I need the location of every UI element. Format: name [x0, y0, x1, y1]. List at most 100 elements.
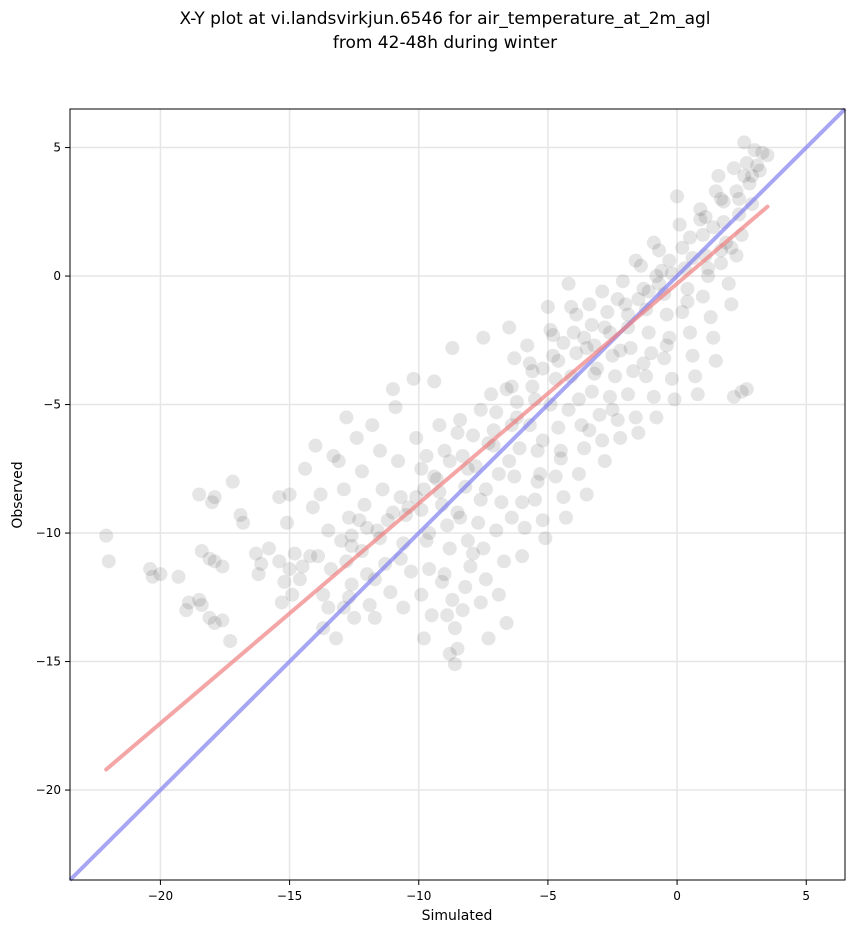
data-point [427, 469, 442, 484]
data-point [721, 276, 736, 291]
data-point [360, 567, 375, 582]
data-point [326, 448, 341, 463]
y-tick-label: −10 [36, 526, 61, 540]
data-point [179, 603, 194, 618]
data-point [525, 379, 540, 394]
data-point [675, 240, 690, 255]
data-point [698, 209, 713, 224]
data-point [455, 603, 470, 618]
data-point [520, 338, 535, 353]
data-point [742, 176, 757, 191]
data-point [613, 343, 628, 358]
chart-title: X-Y plot at vi.landsvirkjun.6546 for air… [179, 9, 710, 29]
data-point [533, 466, 548, 481]
data-point [646, 235, 661, 250]
data-point [478, 572, 493, 587]
data-point [181, 595, 196, 610]
data-point [442, 646, 457, 661]
data-point [535, 433, 550, 448]
data-point [499, 382, 514, 397]
data-point [360, 520, 375, 535]
data-point [559, 510, 573, 525]
data-points [99, 135, 775, 672]
data-point [375, 482, 390, 497]
data-point [445, 592, 460, 607]
data-point [499, 616, 514, 630]
data-point [605, 348, 620, 363]
data-point [406, 371, 421, 386]
data-point [349, 430, 364, 445]
data-point [192, 592, 207, 607]
data-point [486, 423, 501, 438]
data-point [613, 430, 628, 445]
data-point [688, 369, 703, 384]
data-point [621, 387, 635, 402]
data-point [618, 297, 633, 312]
data-point [236, 515, 251, 530]
data-point [450, 641, 465, 656]
data-point [468, 459, 483, 474]
data-point [373, 443, 387, 458]
data-point [548, 469, 563, 484]
data-point [610, 412, 625, 427]
data-point [556, 490, 571, 505]
data-point [473, 402, 488, 417]
data-point [233, 508, 248, 523]
data-point [471, 515, 486, 530]
data-point [595, 284, 610, 299]
data-point [225, 474, 240, 489]
data-point [491, 587, 506, 602]
data-point [553, 451, 568, 466]
data-point [473, 595, 488, 610]
data-point [571, 466, 586, 481]
data-point [153, 567, 168, 582]
data-point [670, 189, 685, 204]
data-point [404, 564, 418, 579]
data-point [489, 523, 504, 538]
data-point [504, 379, 519, 394]
data-point [339, 554, 354, 569]
data-point [701, 261, 716, 276]
x-tick-label: −15 [277, 889, 302, 903]
data-point [628, 410, 643, 425]
y-axis-label: Observed [10, 461, 26, 528]
identity-line [68, 107, 847, 882]
x-tick-label: −10 [406, 889, 431, 903]
data-point [512, 441, 527, 456]
data-point [272, 554, 287, 569]
data-point [584, 384, 599, 399]
data-point [636, 281, 651, 296]
data-point [261, 541, 276, 556]
data-point [481, 631, 496, 646]
data-point [685, 348, 700, 363]
data-point [528, 492, 542, 507]
data-point [336, 482, 351, 497]
data-point [664, 371, 679, 386]
data-point [747, 143, 762, 158]
data-point [654, 263, 669, 278]
data-point [726, 161, 741, 176]
data-point [672, 217, 687, 232]
data-point [675, 305, 690, 320]
data-point [752, 163, 767, 178]
data-point [652, 276, 666, 291]
data-point [388, 400, 403, 415]
data-point [342, 510, 356, 525]
data-point [316, 587, 331, 602]
data-point [592, 407, 607, 422]
y-axis-ticks: −20 −15 −10 −5 0 5 [36, 141, 70, 797]
data-point [724, 240, 739, 255]
data-point [525, 364, 540, 379]
data-point [445, 341, 460, 356]
data-point [659, 338, 674, 353]
data-point [442, 454, 457, 469]
data-point [385, 382, 400, 397]
data-point [538, 531, 553, 546]
data-point [504, 510, 519, 525]
data-point [295, 559, 310, 574]
data-point [478, 482, 493, 497]
data-point [331, 454, 346, 469]
data-point [680, 294, 695, 309]
data-point [99, 528, 114, 543]
data-point [502, 320, 517, 335]
